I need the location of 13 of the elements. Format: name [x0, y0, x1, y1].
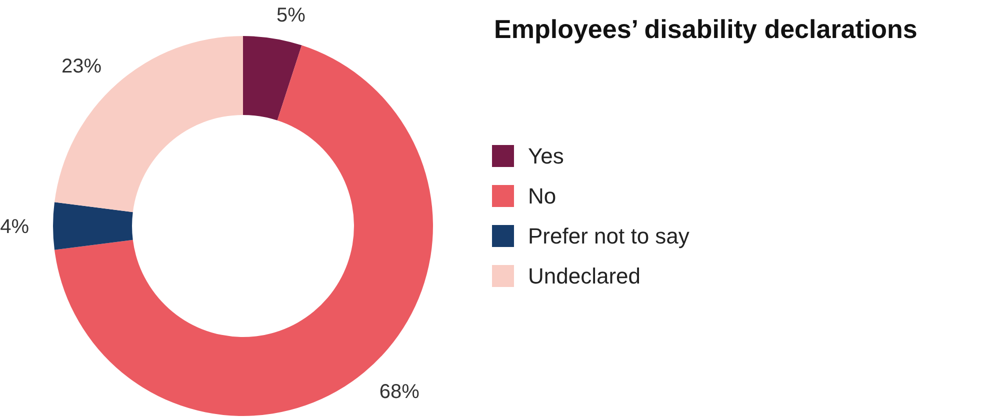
legend-label: Undeclared: [528, 264, 641, 289]
donut-slice: [53, 202, 133, 250]
data-label: 23%: [61, 55, 102, 78]
legend-label: No: [528, 184, 556, 209]
data-label: 5%: [276, 4, 306, 27]
donut-slice: [243, 36, 302, 120]
legend-label: Yes: [528, 144, 564, 169]
legend-label: Prefer not to say: [528, 224, 690, 249]
chart-title: Employees’ disability declarations: [494, 14, 918, 44]
data-label: 4%: [0, 216, 30, 238]
donut-slice: [54, 36, 243, 212]
donut-slice: [54, 45, 433, 416]
data-label: 68%: [379, 380, 420, 403]
